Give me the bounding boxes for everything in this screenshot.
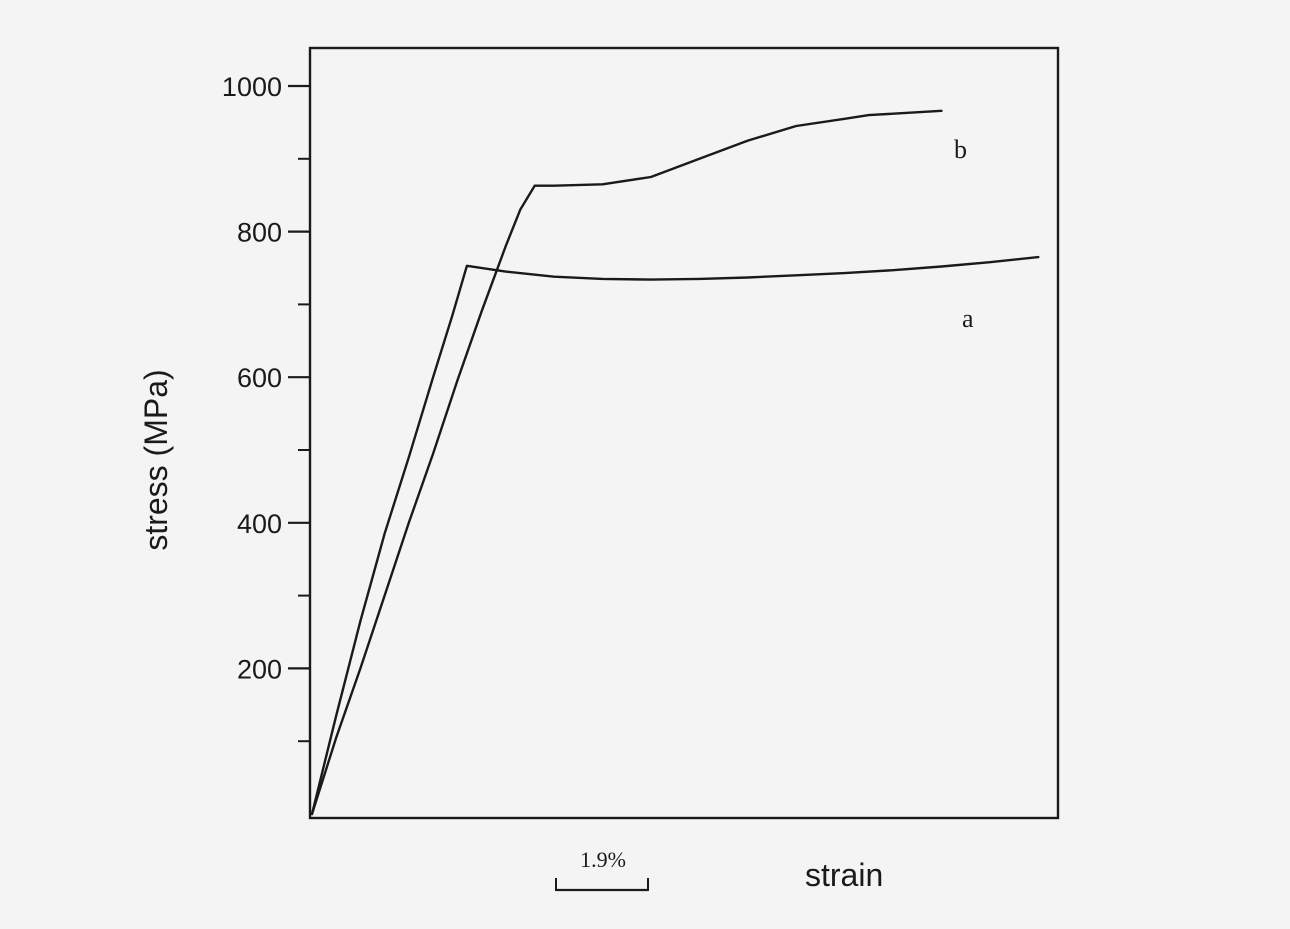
plot-frame [308,46,1060,820]
y-tick-label: 800 [237,218,282,248]
y-tick-label: 600 [237,363,282,393]
x-axis-title: strain [805,857,883,893]
y-axis-title: stress (MPa) [138,369,174,550]
series-line-b [310,109,943,816]
series-label-b: b [954,135,967,164]
scale-bar-label: 1.9% [580,847,626,872]
series-label-a: a [962,304,974,333]
series-line-a [310,255,1040,816]
y-tick-label: 1000 [222,72,282,102]
y-tick-label: 400 [237,509,282,539]
y-axis-ticks: 200 400 600 800 1000 [222,72,310,743]
series-lines: ab [310,109,1040,816]
y-tick-label: 200 [237,654,282,684]
